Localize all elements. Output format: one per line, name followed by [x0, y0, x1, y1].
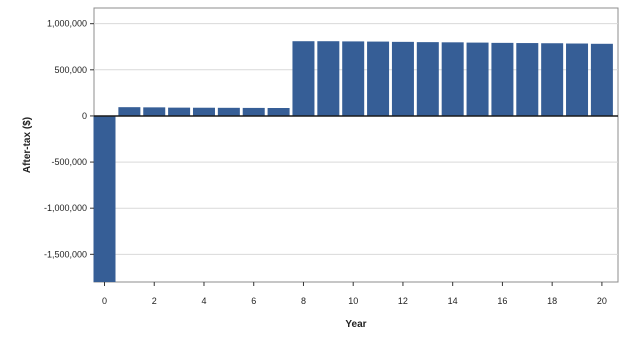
bar-year-1	[118, 107, 141, 116]
bar-year-9	[317, 41, 340, 116]
tick-labels: 1,000,000 500,000 0 -500,000 -1,000,000 -1,50…	[44, 19, 607, 306]
x-tick-label: 6	[251, 296, 256, 306]
x-tick-label: 18	[547, 296, 557, 306]
bar-year-11	[367, 41, 390, 116]
x-tick-label: 16	[497, 296, 507, 306]
axes	[90, 23, 618, 286]
x-tick-label: 20	[597, 296, 607, 306]
x-tick-label: 0	[102, 296, 107, 306]
x-tick-label: 8	[301, 296, 306, 306]
y-tick-label: 0	[82, 111, 87, 121]
bar-year-14	[441, 42, 464, 116]
bar-year-12	[391, 41, 414, 116]
bar-year-4	[192, 107, 215, 116]
y-axis-title: After-tax ($)	[22, 117, 33, 173]
y-tick-label: -1,000,000	[44, 203, 87, 213]
x-tick-label: 2	[152, 296, 157, 306]
bars	[93, 41, 613, 282]
bar-year-15	[466, 42, 489, 116]
x-axis-title: Year	[345, 319, 366, 330]
bar-year-20	[590, 43, 613, 116]
bar-year-17	[516, 43, 539, 116]
bar-year-19	[566, 43, 589, 116]
bar-year-10	[342, 41, 365, 116]
bar-year-3	[168, 107, 191, 116]
bar-year-16	[491, 42, 514, 116]
y-tick-label: 500,000	[54, 65, 87, 75]
x-tick-label: 10	[348, 296, 358, 306]
bar-year-6	[242, 107, 265, 116]
x-tick-label: 14	[448, 296, 458, 306]
bar-year-8	[292, 41, 315, 116]
bar-year-0	[93, 115, 116, 282]
bar-year-7	[267, 108, 290, 116]
bar-year-5	[217, 107, 240, 116]
y-tick-label: -1,500,000	[44, 249, 87, 259]
y-tick-label: 1,000,000	[47, 19, 87, 29]
bar-year-2	[143, 107, 166, 116]
bar-year-13	[416, 42, 439, 116]
y-tick-label: -500,000	[51, 157, 87, 167]
x-tick-label: 4	[201, 296, 206, 306]
x-tick-label: 12	[398, 296, 408, 306]
bar-year-18	[541, 43, 564, 116]
